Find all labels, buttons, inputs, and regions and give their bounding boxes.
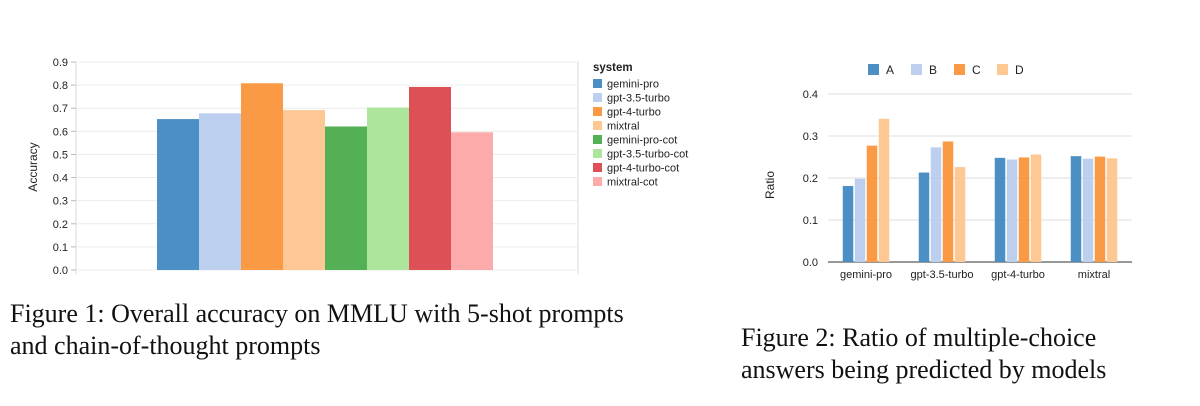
- chart1-legend-swatch: [593, 79, 602, 88]
- chart1-y-tick-label: 0.3: [53, 196, 68, 208]
- chart1-legend-label: gpt-4-turbo-cot: [607, 163, 679, 175]
- chart1-y-tick-label: 0.2: [53, 219, 68, 231]
- chart1-legend-label: gpt-3.5-turbo-cot: [607, 149, 688, 161]
- accuracy-chart: 0.00.10.20.30.40.50.60.70.80.9 Accuracy …: [26, 57, 688, 277]
- chart1-bar-mixtral: [283, 110, 325, 271]
- chart2-bar-gemini-pro-B: [854, 178, 866, 262]
- chart2-bar-gpt-3.5-turbo-B: [930, 147, 942, 262]
- chart1-legend-label: mixtral: [607, 121, 639, 133]
- chart1-legend-swatch: [593, 93, 602, 102]
- chart2-bars: [842, 118, 1118, 262]
- chart2-x-ticks: gemini-pro gpt-3.5-turbo gpt-4-turbo mixtra…: [840, 269, 1110, 281]
- chart1-legend-swatch: [593, 107, 602, 116]
- chart2-legend: A B C D: [868, 63, 1024, 77]
- chart2-legend-label: D: [1015, 63, 1024, 77]
- chart2-bar-gemini-pro-A: [842, 185, 854, 262]
- chart1-legend-label: gemini-pro-cot: [607, 135, 677, 147]
- chart1-legend-title: system: [593, 62, 633, 74]
- chart2-legend-swatch: [997, 64, 1008, 75]
- chart2-legend-swatch: [868, 64, 879, 75]
- chart1-legend-label: gpt-3.5-turbo: [607, 93, 670, 105]
- chart1-legend-label: gpt-4-turbo: [607, 107, 661, 119]
- chart1-y-tick-label: 0.4: [53, 173, 68, 185]
- chart1-y-axis-label: Accuracy: [26, 142, 40, 191]
- chart2-bar-gpt-4-turbo-C: [1018, 157, 1030, 262]
- chart2-y-tick-label: 0.0: [803, 257, 818, 269]
- chart2-legend-label: B: [929, 63, 937, 77]
- chart2-bar-mixtral-B: [1082, 158, 1094, 262]
- ratio-chart: A B C D 0.0 0.1 0.2 0.3 0.4 gemini-pro gpt-3.5-t…: [763, 63, 1132, 281]
- chart1-bar-gpt-4-turbo-cot: [409, 86, 451, 271]
- chart1-y-tick-label: 0.8: [53, 80, 68, 92]
- chart1-legend-swatch: [593, 135, 602, 144]
- chart2-y-axis-label: Ratio: [763, 171, 777, 199]
- figure1-caption-line: and chain-of-thought prompts: [10, 331, 321, 360]
- chart2-y-tick-label: 0.4: [803, 89, 818, 101]
- chart2-bar-gpt-3.5-turbo-D: [954, 167, 966, 262]
- chart1-bar-gpt-4-turbo: [241, 83, 283, 270]
- chart2-legend-swatch: [954, 64, 965, 75]
- chart2-bar-mixtral-A: [1070, 156, 1082, 262]
- chart1-bar-gemini-pro: [157, 119, 199, 270]
- chart2-legend-label: C: [972, 63, 981, 77]
- chart2-bar-mixtral-D: [1106, 158, 1118, 262]
- chart1-y-tick-label: 0.7: [53, 103, 68, 115]
- chart1-legend-swatch: [593, 121, 602, 130]
- chart2-x-tick-label: mixtral: [1078, 269, 1110, 281]
- figure2-caption: Figure 2: Ratio of multiple-choice answe…: [741, 322, 1191, 386]
- chart2-bar-gpt-4-turbo-A: [994, 157, 1006, 262]
- chart1-bar-gemini-pro-cot: [325, 126, 367, 270]
- chart1-y-tick-label: 0.6: [53, 126, 68, 138]
- chart2-bar-gpt-4-turbo-B: [1006, 159, 1018, 262]
- chart2-bar-gemini-pro-D: [878, 118, 890, 262]
- chart2-gridlines: [828, 93, 1132, 263]
- chart1-legend-swatch: [593, 149, 602, 158]
- chart1-legend-swatch: [593, 177, 602, 186]
- chart2-bar-gpt-4-turbo-D: [1030, 154, 1042, 262]
- chart1-bar-mixtral-cot: [451, 132, 493, 270]
- chart1-legend: system gemini-pro gpt-3.5-turbo gpt-4-turb…: [593, 62, 688, 189]
- chart1-bars: [157, 83, 493, 271]
- chart2-x-tick-label: gemini-pro: [840, 269, 892, 281]
- figure1-caption-line: Figure 1: Overall accuracy on MMLU with …: [10, 299, 624, 328]
- chart1-legend-label: mixtral-cot: [607, 177, 658, 189]
- figure2-caption-line: answers being predicted by models: [741, 355, 1107, 384]
- chart1-legend-label: gemini-pro: [607, 79, 659, 91]
- chart2-bar-gpt-3.5-turbo-A: [918, 172, 930, 262]
- chart2-bar-gemini-pro-C: [866, 145, 878, 262]
- chart2-y-tick-label: 0.2: [803, 173, 818, 185]
- chart1-y-tick-label: 0.9: [53, 57, 68, 69]
- chart1-y-ticks: 0.0 0.1 0.2 0.3 0.4 0.5 0.6 0.7 0.8 0.9: [53, 57, 68, 277]
- chart2-legend-swatch: [911, 64, 922, 75]
- chart1-bar-gpt-3.5-turbo: [199, 113, 241, 270]
- chart2-legend-label: A: [886, 63, 894, 77]
- chart1-legend-swatch: [593, 163, 602, 172]
- chart1-y-tick-label: 0.1: [53, 242, 68, 254]
- chart2-bar-mixtral-C: [1094, 156, 1106, 262]
- chart2-bar-gpt-3.5-turbo-C: [942, 141, 954, 262]
- chart2-x-tick-label: gpt-4-turbo: [991, 269, 1045, 281]
- chart1-bar-gpt-3.5-turbo-cot: [367, 107, 409, 270]
- chart2-y-ticks: 0.0 0.1 0.2 0.3 0.4: [803, 89, 818, 269]
- figure1-caption: Figure 1: Overall accuracy on MMLU with …: [10, 298, 730, 362]
- chart2-y-tick-label: 0.1: [803, 215, 818, 227]
- chart2-y-tick-label: 0.3: [803, 131, 818, 143]
- chart1-y-tick-label: 0.5: [53, 149, 68, 161]
- chart1-y-tick-label: 0.0: [53, 265, 68, 277]
- figure2-caption-line: Figure 2: Ratio of multiple-choice: [741, 323, 1097, 352]
- chart2-x-tick-label: gpt-3.5-turbo: [911, 269, 974, 281]
